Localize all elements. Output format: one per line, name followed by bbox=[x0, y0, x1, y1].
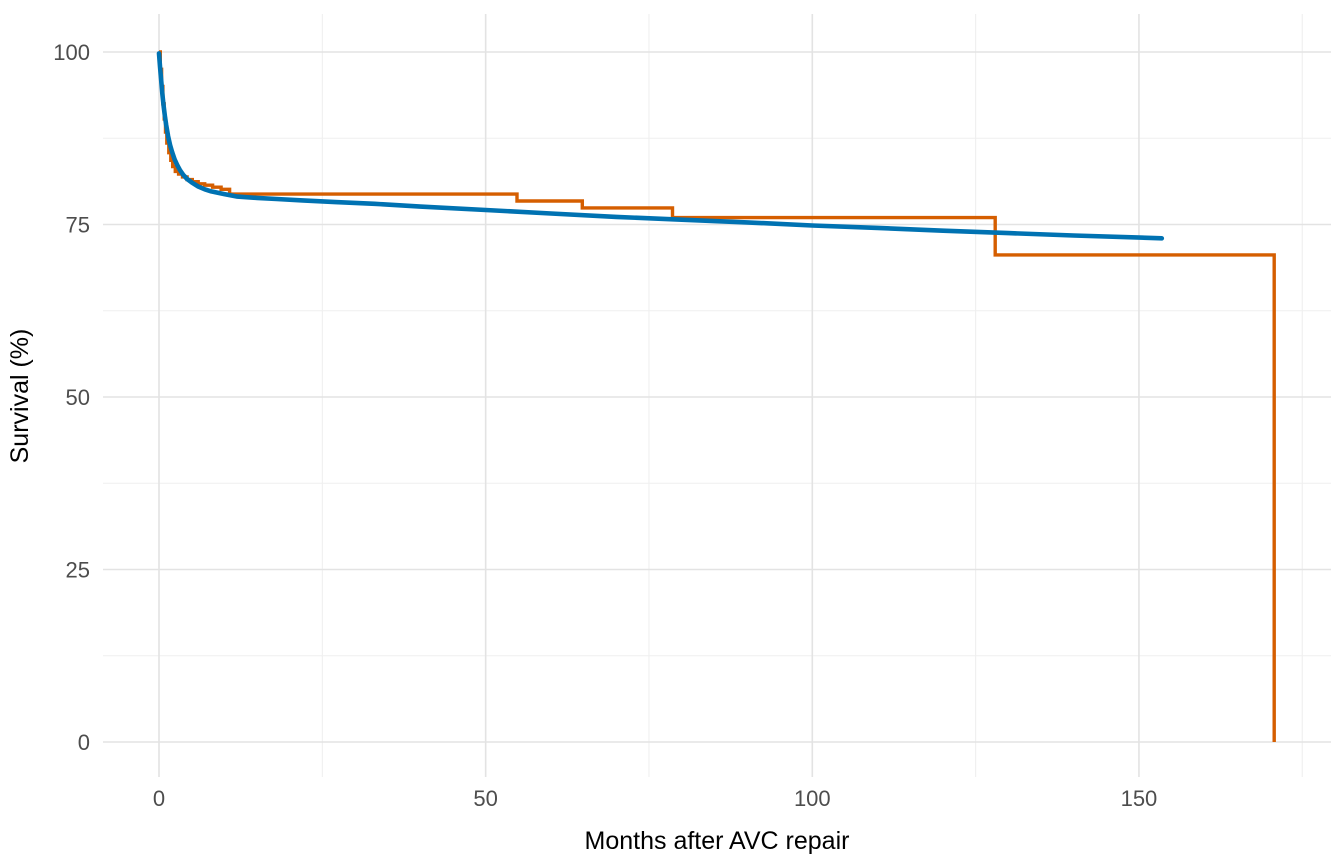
y-tick-label-25: 25 bbox=[66, 558, 90, 583]
y-tick-label-75: 75 bbox=[66, 213, 90, 238]
y-tick-label-100: 100 bbox=[53, 40, 90, 65]
axis-tick-labels: 0 50 100 150 0 25 50 75 100 bbox=[53, 40, 1157, 811]
y-tick-label-50: 50 bbox=[66, 385, 90, 410]
parametric-fit-curve bbox=[156, 51, 1165, 241]
major-gridlines bbox=[103, 14, 1331, 777]
x-tick-label-100: 100 bbox=[794, 786, 831, 811]
y-tick-label-0: 0 bbox=[78, 730, 90, 755]
x-tick-label-0: 0 bbox=[153, 786, 165, 811]
survival-curves bbox=[156, 50, 1276, 742]
x-tick-label-50: 50 bbox=[473, 786, 497, 811]
minor-gridlines bbox=[103, 14, 1331, 777]
y-axis-title: Survival (%) bbox=[6, 329, 34, 464]
x-axis-title: Months after AVC repair bbox=[585, 827, 850, 855]
x-tick-label-150: 150 bbox=[1121, 786, 1158, 811]
